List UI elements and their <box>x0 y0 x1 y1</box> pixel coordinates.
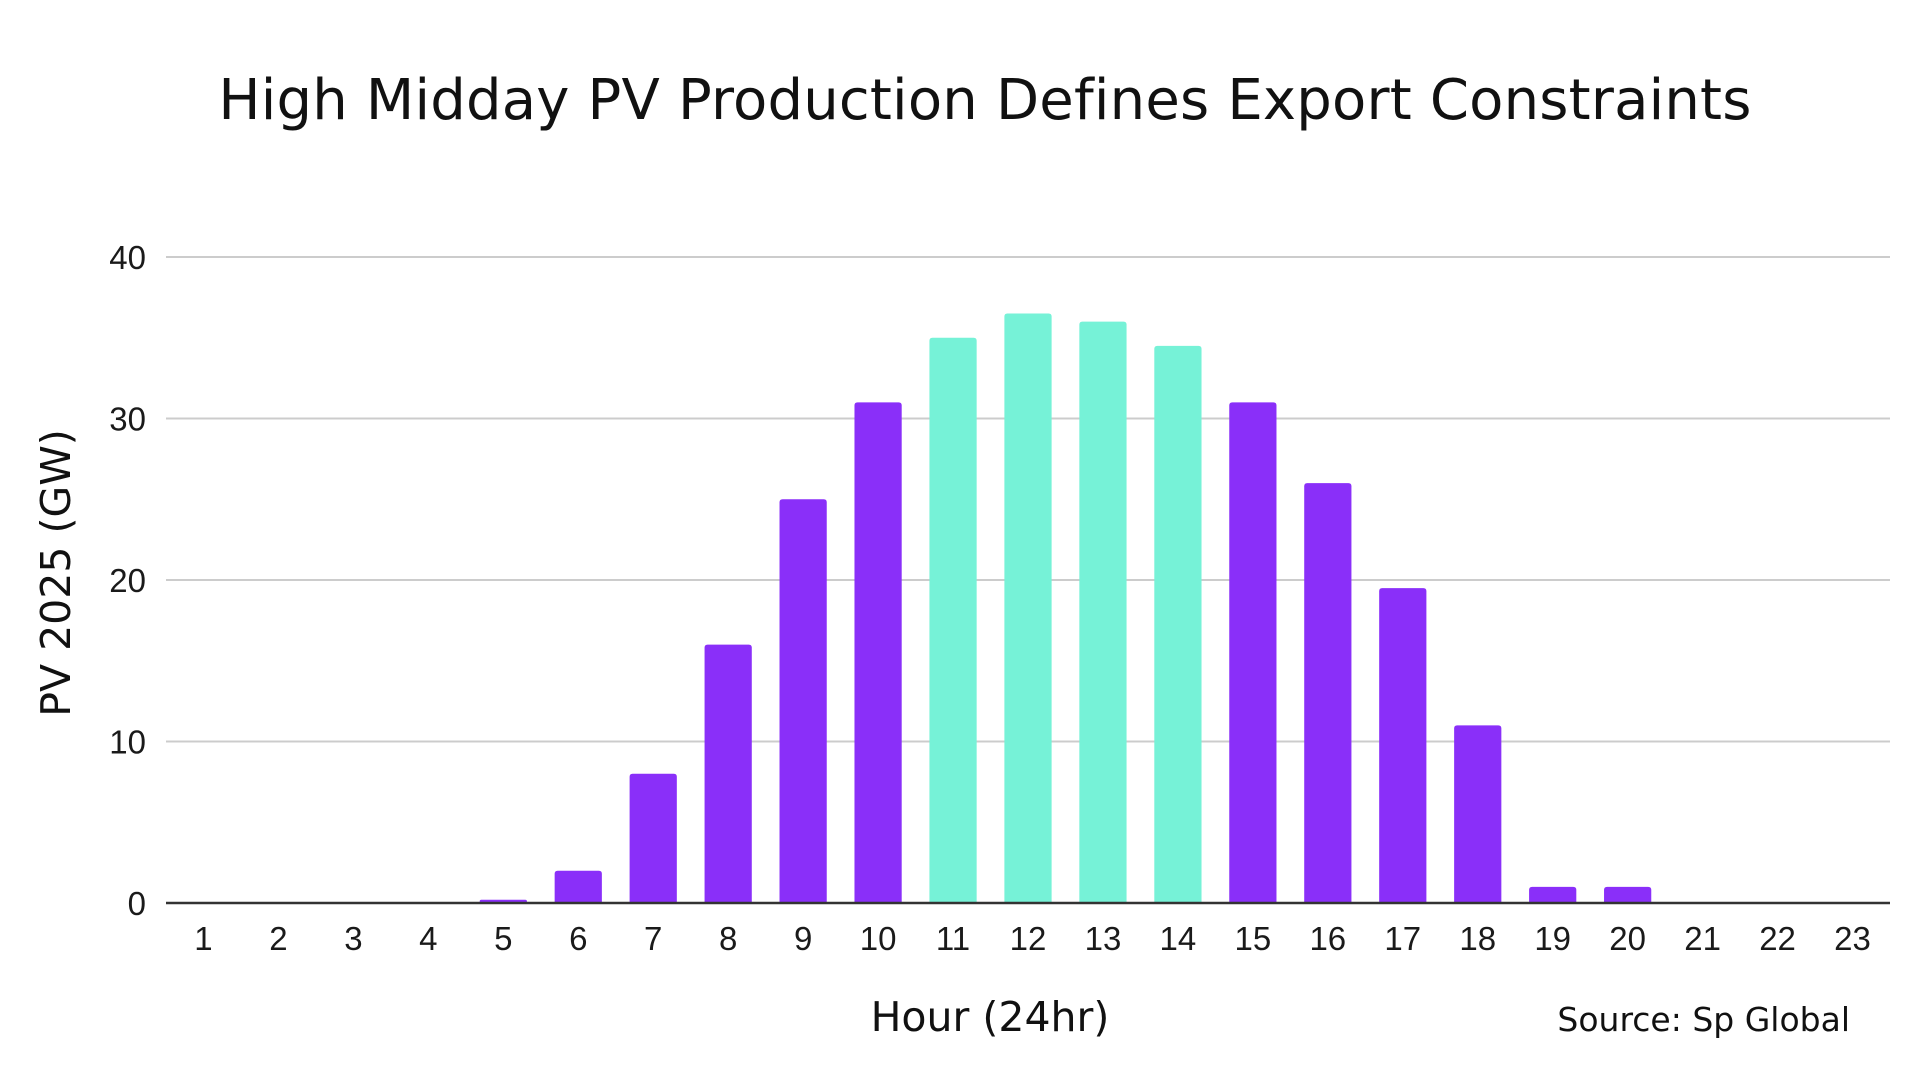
bar-hour-17 <box>1379 588 1427 903</box>
x-tick-label-8: 8 <box>719 920 737 957</box>
x-tick-label-5: 5 <box>494 920 512 957</box>
x-tick-labels: 1 2 3 4 5 6 7 8 9 10 11 12 13 14 15 16 17 18 19 20 21 22 23 <box>194 920 1871 957</box>
x-tick-label-22: 22 <box>1759 920 1796 957</box>
x-tick-label-6: 6 <box>569 920 587 957</box>
bar-hour-18 <box>1454 725 1502 903</box>
y-axis-title: PV 2025 (GW) <box>32 429 80 716</box>
bar-hour-13 <box>1079 321 1127 904</box>
y-tick-label-40: 40 <box>109 239 146 276</box>
x-tick-label-17: 17 <box>1384 920 1421 957</box>
bar-hour-16 <box>1304 483 1352 903</box>
x-tick-label-18: 18 <box>1459 920 1496 957</box>
bar-hour-11 <box>929 337 977 903</box>
bar-layer <box>479 313 1652 904</box>
x-tick-label-23: 23 <box>1834 920 1871 957</box>
bar-hour-7 <box>629 773 677 903</box>
x-tick-label-14: 14 <box>1160 920 1197 957</box>
y-tick-label-0: 0 <box>128 885 146 922</box>
bar-hour-12 <box>1004 313 1052 903</box>
bar-hour-14 <box>1154 345 1202 903</box>
x-axis-title: Hour (24hr) <box>871 993 1110 1041</box>
x-tick-label-21: 21 <box>1684 920 1721 957</box>
y-tick-label-30: 30 <box>109 401 146 438</box>
x-tick-label-9: 9 <box>794 920 812 957</box>
bar-hour-15 <box>1229 402 1277 903</box>
bar-hour-6 <box>554 870 602 903</box>
x-tick-label-20: 20 <box>1609 920 1646 957</box>
bar-hour-9 <box>779 499 827 903</box>
x-tick-label-7: 7 <box>644 920 662 957</box>
source-note: Source: Sp Global <box>1557 1000 1850 1039</box>
x-tick-label-19: 19 <box>1534 920 1571 957</box>
x-tick-label-13: 13 <box>1085 920 1122 957</box>
x-tick-label-12: 12 <box>1010 920 1047 957</box>
y-tick-labels: 0 10 20 30 40 <box>109 239 146 922</box>
x-tick-label-15: 15 <box>1235 920 1272 957</box>
bar-hour-20 <box>1604 886 1652 903</box>
x-tick-label-3: 3 <box>344 920 362 957</box>
y-tick-label-20: 20 <box>109 562 146 599</box>
bar-hour-19 <box>1529 886 1577 903</box>
x-tick-label-11: 11 <box>936 920 970 957</box>
bar-hour-8 <box>704 644 752 903</box>
x-tick-label-1: 1 <box>194 920 212 957</box>
y-tick-label-10: 10 <box>109 724 146 761</box>
bar-hour-10 <box>854 402 902 903</box>
x-tick-label-4: 4 <box>419 920 437 957</box>
x-tick-label-16: 16 <box>1309 920 1346 957</box>
x-tick-label-2: 2 <box>269 920 287 957</box>
chart-title: High Midday PV Production Defines Export… <box>218 68 1752 133</box>
x-tick-label-10: 10 <box>860 920 897 957</box>
